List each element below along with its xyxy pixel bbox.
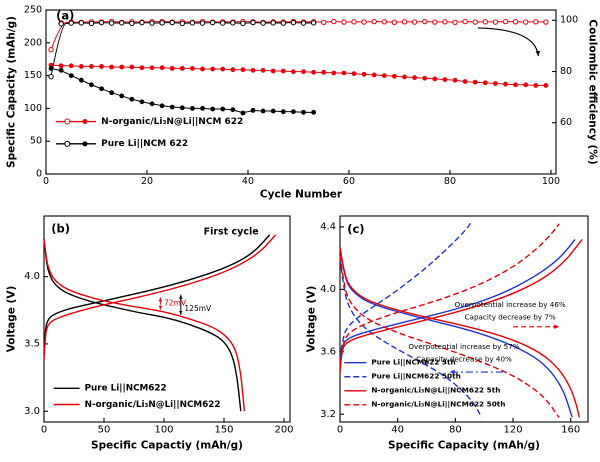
panel-b-first-cycle-voltage-chart [0, 208, 300, 462]
panel-a-cycling-performance-chart [0, 0, 600, 208]
panel-c-cycle-comparison-voltage-chart [300, 208, 600, 462]
